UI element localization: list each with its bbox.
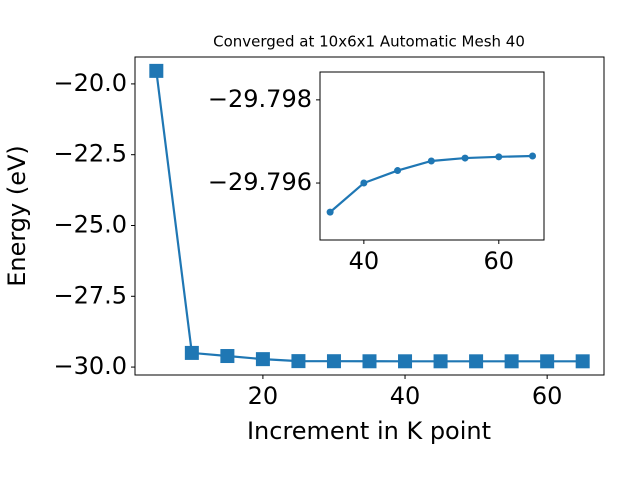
inset-marker — [360, 179, 368, 187]
main-marker — [291, 354, 306, 369]
main-marker — [255, 352, 270, 367]
inset-marker — [394, 167, 402, 175]
main-x-tick-label: 60 — [532, 382, 563, 410]
main-marker — [575, 354, 590, 369]
inset-marker — [495, 153, 503, 161]
main-y-tick-label: −22.5 — [53, 140, 127, 168]
main-marker — [149, 63, 164, 78]
inset-y-tick-label: −29.796 — [208, 168, 312, 196]
main-marker — [398, 354, 413, 369]
main-x-tick-label: 20 — [248, 382, 279, 410]
main-marker — [362, 354, 377, 369]
main-marker — [433, 354, 448, 369]
main-marker — [469, 354, 484, 369]
main-marker — [504, 354, 519, 369]
x-axis-label: Increment in K point — [247, 417, 491, 445]
main-y-tick-label: −25.0 — [53, 210, 127, 238]
inset-y-tick-label: −29.798 — [208, 85, 312, 113]
main-y-tick-label: −20.0 — [53, 69, 127, 97]
main-marker — [184, 345, 199, 360]
main-marker — [540, 354, 555, 369]
main-x-tick-label: 40 — [390, 382, 421, 410]
main-marker — [220, 349, 235, 364]
chart-title: Converged at 10x6x1 Automatic Mesh 40 — [213, 33, 525, 51]
y-axis-label: Energy (eV) — [3, 145, 31, 287]
inset-marker — [461, 154, 469, 162]
inset-marker — [529, 152, 537, 160]
inset-marker — [427, 157, 435, 165]
inset-x-tick-label: 60 — [484, 247, 515, 275]
inset-marker — [326, 208, 334, 216]
main-y-tick-label: −30.0 — [53, 352, 127, 380]
main-y-tick-label: −27.5 — [53, 281, 127, 309]
main-marker — [326, 354, 341, 369]
inset-x-tick-label: 40 — [349, 247, 380, 275]
